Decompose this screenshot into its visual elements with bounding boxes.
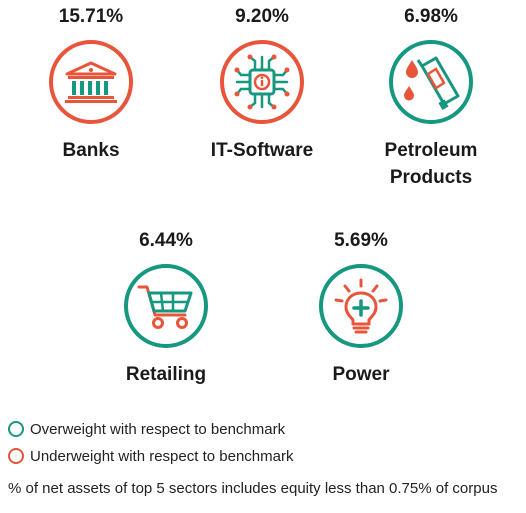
footnote: % of net assets of top 5 sectors include… xyxy=(8,480,498,497)
sector-name: Petroleum Products xyxy=(356,137,506,191)
fuel-nozzle-icon xyxy=(404,56,460,110)
legend-label: Overweight with respect to benchmark xyxy=(30,421,286,438)
sector-name-line: Petroleum xyxy=(384,140,478,161)
underweight-circle xyxy=(49,40,133,124)
sector-percentage: 15.71% xyxy=(58,6,124,27)
microchip-icon xyxy=(234,54,290,110)
shopping-cart-icon xyxy=(137,285,193,329)
sector-percentage: 9.20% xyxy=(235,6,289,27)
sector-name-line: Retailing xyxy=(125,364,207,385)
underweight-circle xyxy=(220,40,304,124)
overweight-circle xyxy=(389,40,473,124)
sector-name: IT-Software xyxy=(187,137,337,164)
legend-overweight: Overweight with respect to benchmark xyxy=(8,420,285,440)
sector-name-line: IT-Software xyxy=(210,140,314,161)
sector-name: Banks xyxy=(16,137,166,164)
sector-banks: 15.71% Banks xyxy=(16,6,166,164)
sector-name-line: Power xyxy=(332,364,390,385)
sector-petroleum-products: 6.98% Petroleum Products xyxy=(356,6,506,191)
legend-label: Underweight with respect to benchmark xyxy=(30,448,294,465)
sector-name: Power xyxy=(286,361,436,388)
sector-name-line: Products xyxy=(389,167,473,188)
overweight-circle xyxy=(124,264,208,348)
sector-power: 5.69% Power xyxy=(286,230,436,388)
bank-icon xyxy=(65,61,117,103)
sector-name-line: Banks xyxy=(62,140,120,161)
sector-retailing: 6.44% Retailing xyxy=(91,230,241,388)
sector-percentage: 6.98% xyxy=(404,6,458,27)
light-bulb-icon xyxy=(334,278,388,334)
sector-it-software: 9.20% IT-Software xyxy=(187,6,337,164)
sector-percentage: 6.44% xyxy=(139,230,193,251)
sector-percentage: 5.69% xyxy=(334,230,388,251)
legend-underweight: Underweight with respect to benchmark xyxy=(8,447,293,467)
overweight-circle xyxy=(319,264,403,348)
underweight-circle-icon xyxy=(8,448,24,464)
sector-name: Retailing xyxy=(91,361,241,388)
overweight-circle-icon xyxy=(8,421,24,437)
